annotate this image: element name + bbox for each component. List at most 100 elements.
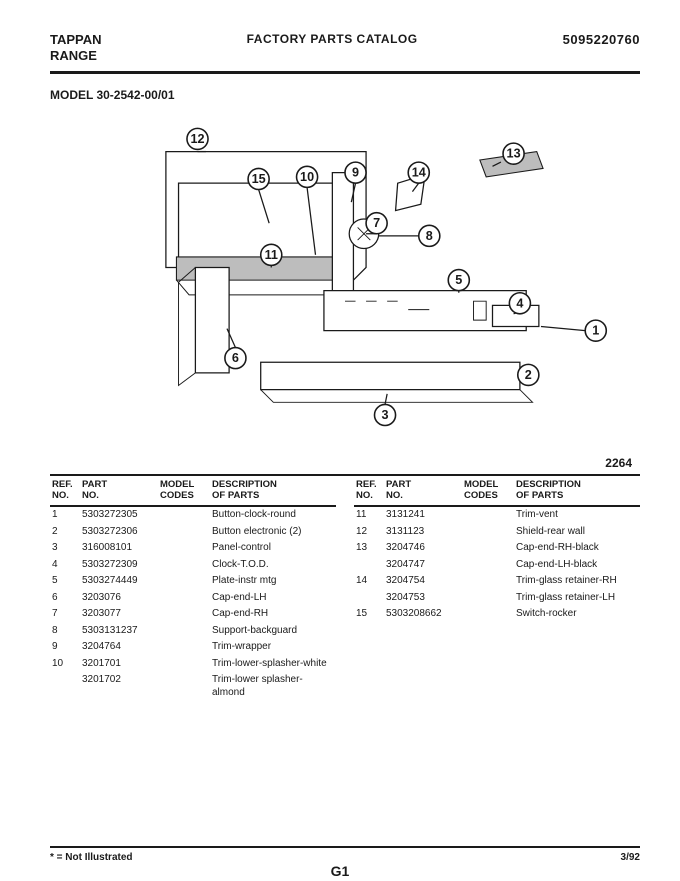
table-row: 103201701Trim-lower-splasher-white [50, 656, 336, 673]
cell-ref: 2 [50, 524, 80, 541]
svg-text:6: 6 [232, 351, 239, 365]
cell-ref: 14 [354, 573, 384, 590]
table-row: 3316008101Panel-control [50, 540, 336, 557]
cell-model [158, 672, 210, 701]
cell-desc: Clock-T.O.D. [210, 557, 336, 574]
svg-text:1: 1 [592, 324, 599, 338]
cell-model [158, 623, 210, 640]
svg-text:2: 2 [525, 368, 532, 382]
cell-desc: Plate-instr mtg [210, 573, 336, 590]
cell-part: 5303208662 [384, 606, 462, 623]
cell-desc: Trim-lower-splasher-white [210, 656, 336, 673]
cell-part: 316008101 [80, 540, 158, 557]
cell-ref: 8 [50, 623, 80, 640]
cell-desc: Switch-rocker [514, 606, 640, 623]
cell-ref: 11 [354, 506, 384, 524]
callout-5: 5 [448, 270, 469, 291]
callout-13: 13 [503, 143, 524, 164]
cell-ref [50, 672, 80, 701]
page-footer: * = Not Illustrated 3/92 [50, 846, 640, 863]
brand-name: TAPPAN [50, 32, 102, 48]
table-row: 123131123 Shield-rear wall [354, 524, 640, 541]
cell-ref [354, 557, 384, 574]
cell-ref: 6 [50, 590, 80, 607]
cell-part: 3131123 [384, 524, 462, 541]
callout-6: 6 [225, 348, 246, 369]
col-model: MODELCODES [158, 478, 210, 506]
cell-desc: Trim-lower splasher-almond [210, 672, 336, 701]
header-brand-block: TAPPAN RANGE [50, 32, 102, 63]
svg-text:9: 9 [352, 166, 359, 180]
cell-part: 3204753 [384, 590, 462, 607]
page-number: G1 [0, 863, 680, 879]
table-row: 45303272309Clock-T.O.D. [50, 557, 336, 574]
col-desc: DESCRIPTIONOF PARTS [210, 478, 336, 506]
cell-ref [354, 590, 384, 607]
cell-part: 5303272306 [80, 524, 158, 541]
table-row: 3201702 Trim-lower splasher-almond [50, 672, 336, 701]
callout-15: 15 [248, 169, 269, 190]
table-header-row: REF.NO. PARTNO. MODELCODES DESCRIPTIONOF… [354, 478, 640, 506]
cell-model [158, 557, 210, 574]
col-ref: REF.NO. [50, 478, 80, 506]
svg-text:7: 7 [373, 216, 380, 230]
callout-14: 14 [408, 162, 429, 183]
svg-text:8: 8 [426, 229, 433, 243]
cell-desc: Shield-rear wall [514, 524, 640, 541]
cell-part: 3201702 [80, 672, 158, 701]
col-part: PARTNO. [80, 478, 158, 506]
exploded-diagram: 121510914137811541263 [50, 108, 640, 448]
cell-part: 3131241 [384, 506, 462, 524]
page-header: TAPPAN RANGE FACTORY PARTS CATALOG 50952… [50, 32, 640, 63]
catalog-number: 5095220760 [563, 32, 640, 47]
svg-text:4: 4 [516, 296, 523, 310]
cell-desc: Cap-end-RH [210, 606, 336, 623]
model-number: MODEL 30-2542-00/01 [50, 88, 640, 102]
cell-ref: 13 [354, 540, 384, 557]
table-row: 85303131237Support-backguard [50, 623, 336, 640]
col-model: MODELCODES [462, 478, 514, 506]
cell-ref: 12 [354, 524, 384, 541]
callout-4: 4 [509, 293, 530, 314]
cell-model [462, 590, 514, 607]
cell-ref: 5 [50, 573, 80, 590]
cell-ref: 4 [50, 557, 80, 574]
cell-part: 3204754 [384, 573, 462, 590]
callout-9: 9 [345, 162, 366, 183]
cell-desc: Trim-vent [514, 506, 640, 524]
parts-table: REF.NO. PARTNO. MODELCODES DESCRIPTIONOF… [50, 478, 640, 701]
cell-model [462, 524, 514, 541]
col-ref: REF.NO. [354, 478, 384, 506]
table-row: 113131241 Trim-vent [354, 506, 640, 524]
table-row: 3204747Cap-end-LH-black [354, 557, 640, 574]
svg-text:15: 15 [252, 172, 266, 186]
cell-desc: Panel-control [210, 540, 336, 557]
table-row: 3204753 Trim-glass retainer-LH [354, 590, 640, 607]
cell-part: 5303131237 [80, 623, 158, 640]
parts-table-left: REF.NO. PARTNO. MODELCODES DESCRIPTIONOF… [50, 478, 336, 701]
cell-part: 5303274449 [80, 573, 158, 590]
svg-text:5: 5 [455, 273, 462, 287]
svg-text:10: 10 [300, 170, 314, 184]
cell-desc: Cap-end-LH-black [514, 557, 640, 574]
col-part: PARTNO. [384, 478, 462, 506]
callout-3: 3 [375, 405, 396, 426]
cell-desc: Trim-glass retainer-LH [514, 590, 640, 607]
product-name: RANGE [50, 48, 102, 64]
cell-model [462, 606, 514, 623]
cell-model [158, 639, 210, 656]
cell-desc: Trim-wrapper [210, 639, 336, 656]
cell-model [158, 540, 210, 557]
cell-part: 3204746 [384, 540, 462, 557]
cell-part: 3201701 [80, 656, 158, 673]
table-top-divider [50, 474, 640, 476]
callout-7: 7 [366, 213, 387, 234]
callout-8: 8 [419, 226, 440, 247]
table-row: 55303274449 Plate-instr mtg [50, 573, 336, 590]
cell-model [158, 590, 210, 607]
col-desc: DESCRIPTIONOF PARTS [514, 478, 640, 506]
callout-11: 11 [261, 244, 282, 265]
cell-model [462, 557, 514, 574]
cell-desc: Button-clock-round [210, 506, 336, 524]
table-row: 15303272305Button-clock-round [50, 506, 336, 524]
